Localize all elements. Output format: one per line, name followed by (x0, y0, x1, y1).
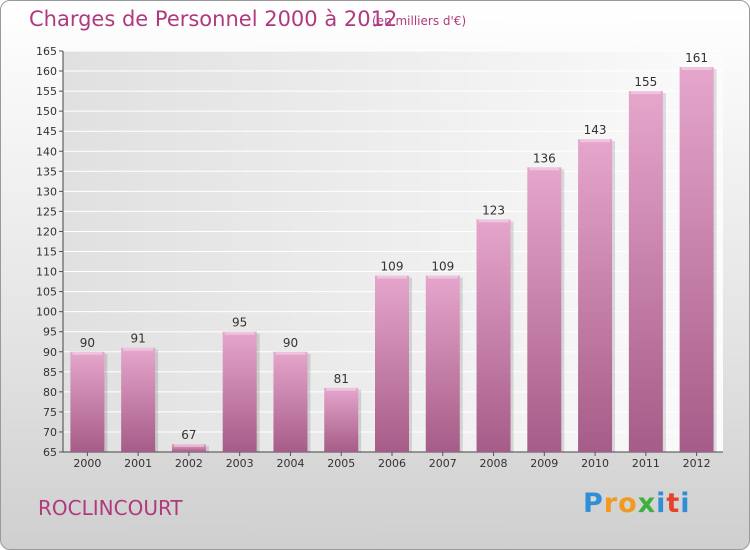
y-tick-label: 120 (36, 225, 57, 238)
bar-value-label: 109 (431, 260, 454, 274)
bar (324, 387, 359, 452)
logo-letter: o (618, 488, 638, 519)
y-tick-label: 65 (43, 446, 57, 459)
bar-highlight (580, 139, 611, 143)
bar (121, 347, 156, 452)
y-tick-label: 95 (43, 326, 57, 339)
y-tick-label: 155 (36, 85, 57, 98)
y-tick-label: 130 (36, 185, 57, 198)
bar-highlight (72, 351, 103, 355)
bar-value-label: 90 (283, 336, 298, 350)
logo-letter: t (666, 488, 681, 519)
x-tick-label: 2011 (632, 457, 660, 470)
bar-highlight (529, 167, 560, 171)
x-tick-label: 2009 (530, 457, 558, 470)
bar-value-label: 67 (181, 428, 196, 442)
bar-value-label: 109 (381, 260, 404, 274)
logo-letter: i (680, 488, 691, 519)
bar-value-label: 95 (232, 316, 247, 330)
y-tick-label: 90 (43, 346, 57, 359)
y-tick-label: 145 (36, 125, 57, 138)
bar (425, 275, 460, 452)
bar-value-label: 155 (634, 75, 657, 89)
x-tick-label: 2002 (175, 457, 203, 470)
bar-value-label: 90 (80, 336, 95, 350)
y-tick-label: 135 (36, 165, 57, 178)
bar-value-label: 161 (685, 51, 708, 65)
bar-highlight (275, 351, 306, 355)
y-tick-label: 140 (36, 145, 57, 158)
bar (222, 331, 257, 452)
y-tick-label: 165 (36, 45, 57, 58)
x-tick-label: 2003 (226, 457, 254, 470)
bar-highlight (224, 331, 255, 335)
bar (375, 275, 409, 452)
bar-highlight (377, 275, 407, 279)
chart-subtitle: (en milliers d'€) (372, 14, 467, 28)
x-tick-label: 2010 (581, 457, 609, 470)
bar-highlight (173, 443, 204, 447)
bar (527, 167, 562, 453)
bar (578, 139, 613, 452)
bar (70, 351, 105, 452)
bar-highlight (630, 91, 661, 95)
x-tick-label: 2001 (124, 457, 152, 470)
y-tick-label: 110 (36, 266, 57, 279)
bar-value-label: 91 (131, 332, 146, 346)
x-tick-label: 2012 (683, 457, 711, 470)
y-tick-label: 105 (36, 286, 57, 299)
bar-value-label: 143 (584, 123, 607, 137)
x-tick-label: 2006 (378, 457, 406, 470)
bar-highlight (427, 275, 458, 279)
bar-highlight (123, 347, 154, 351)
x-tick-label: 2008 (480, 457, 508, 470)
y-tick-label: 125 (36, 205, 57, 218)
y-tick-label: 85 (43, 366, 57, 379)
y-tick-label: 70 (43, 426, 57, 439)
x-tick-label: 2005 (327, 457, 355, 470)
town-name: ROCLINCOURT (38, 496, 183, 520)
x-tick-label: 2007 (429, 457, 457, 470)
bar (273, 351, 308, 452)
bar (679, 67, 714, 452)
y-tick-label: 160 (36, 65, 57, 78)
y-tick-label: 100 (36, 306, 57, 319)
x-tick-label: 2004 (276, 457, 304, 470)
y-tick-label: 115 (36, 246, 57, 259)
bar-highlight (326, 387, 357, 391)
bar (628, 91, 663, 452)
proxiti-logo: Proxiti (583, 488, 691, 519)
y-tick-label: 150 (36, 105, 57, 118)
logo-letter: i (656, 488, 667, 519)
bar-value-label: 136 (533, 151, 556, 165)
bar (476, 219, 511, 452)
x-tick-label: 2000 (73, 457, 101, 470)
bar-highlight (478, 219, 509, 223)
bar-value-label: 81 (334, 372, 349, 386)
bar-value-label: 123 (482, 203, 505, 217)
logo-letter: r (603, 488, 619, 519)
chart-title: Charges de Personnel 2000 à 2012 (29, 7, 398, 31)
y-tick-label: 75 (43, 406, 57, 419)
logo-letter: P (583, 488, 604, 519)
y-tick-label: 80 (43, 386, 57, 399)
bar (171, 443, 206, 452)
logo-letter: x (637, 488, 657, 519)
bar-highlight (681, 67, 712, 71)
